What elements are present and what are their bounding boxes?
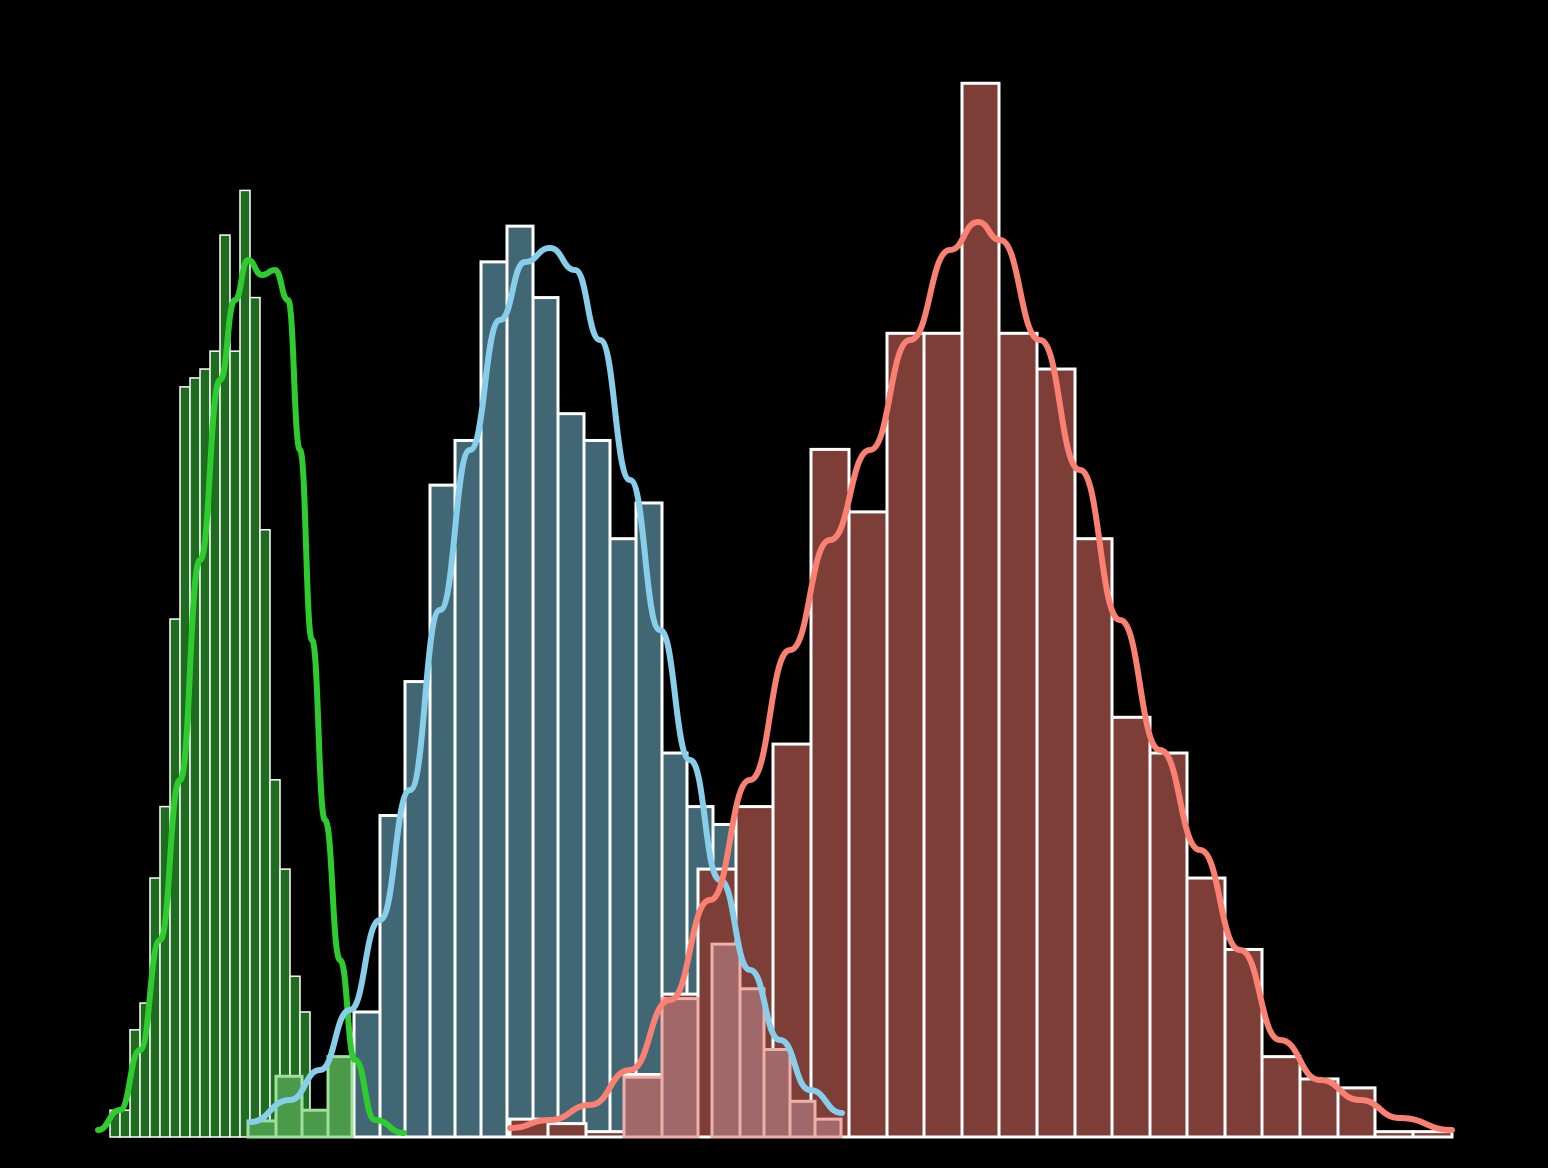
bar-red-21 — [1260, 1055, 1302, 1139]
bar-red-11 — [885, 331, 926, 1139]
bar-red-14 — [997, 331, 1039, 1139]
bar-overlap-4 — [326, 1055, 354, 1139]
bar-blue-7 — [505, 224, 535, 1139]
bar-red-15 — [1035, 367, 1077, 1139]
bar-red-23 — [1336, 1086, 1377, 1139]
bar-green-14 — [239, 189, 251, 1138]
bar-red-25 — [1411, 1130, 1454, 1139]
bar-green-13 — [229, 350, 241, 1138]
bar-blue-5 — [453, 438, 483, 1139]
bar-blue-1 — [352, 1010, 382, 1139]
bar-green-15 — [249, 296, 261, 1138]
bar-overlap-3 — [300, 1108, 330, 1139]
bar-overlap-8 — [738, 987, 766, 1139]
bar-blue-10 — [582, 438, 612, 1139]
bar-red-16 — [1073, 537, 1114, 1139]
bar-overlap-6 — [660, 997, 700, 1139]
bar-blue-11 — [608, 537, 638, 1139]
bar-overlap-10 — [788, 1099, 817, 1139]
bar-overlap-9 — [762, 1047, 792, 1139]
bar-overlap-2 — [274, 1074, 304, 1139]
bar-green-9 — [189, 377, 201, 1138]
bar-red-17 — [1110, 715, 1152, 1139]
bar-blue-8 — [531, 296, 560, 1139]
kde-curves — [95, 218, 1455, 1136]
kde-red — [507, 218, 1455, 1133]
kde-green — [95, 256, 407, 1136]
bar-red-12 — [922, 331, 964, 1139]
overlap-light-bars — [246, 942, 843, 1139]
bar-blue-6 — [479, 260, 509, 1139]
bar-blue-4 — [428, 483, 457, 1139]
bar-red-10 — [847, 510, 889, 1139]
bar-green-16 — [259, 529, 271, 1138]
bar-overlap-11 — [813, 1117, 843, 1139]
bar-red-19 — [1185, 876, 1227, 1139]
bar-overlap-5 — [622, 1075, 664, 1139]
bar-overlap-7 — [710, 942, 742, 1139]
bar-green-2 — [119, 1109, 131, 1138]
kde-blue — [247, 244, 845, 1125]
bar-red-13 — [960, 81, 1001, 1139]
bar-red-3 — [584, 1130, 626, 1139]
series-green — [109, 189, 311, 1138]
bar-blue-9 — [556, 412, 586, 1139]
series-blue — [352, 224, 843, 1139]
bar-red-22 — [1298, 1077, 1340, 1139]
bar-red-2 — [546, 1122, 588, 1139]
bar-red-24 — [1373, 1130, 1415, 1139]
